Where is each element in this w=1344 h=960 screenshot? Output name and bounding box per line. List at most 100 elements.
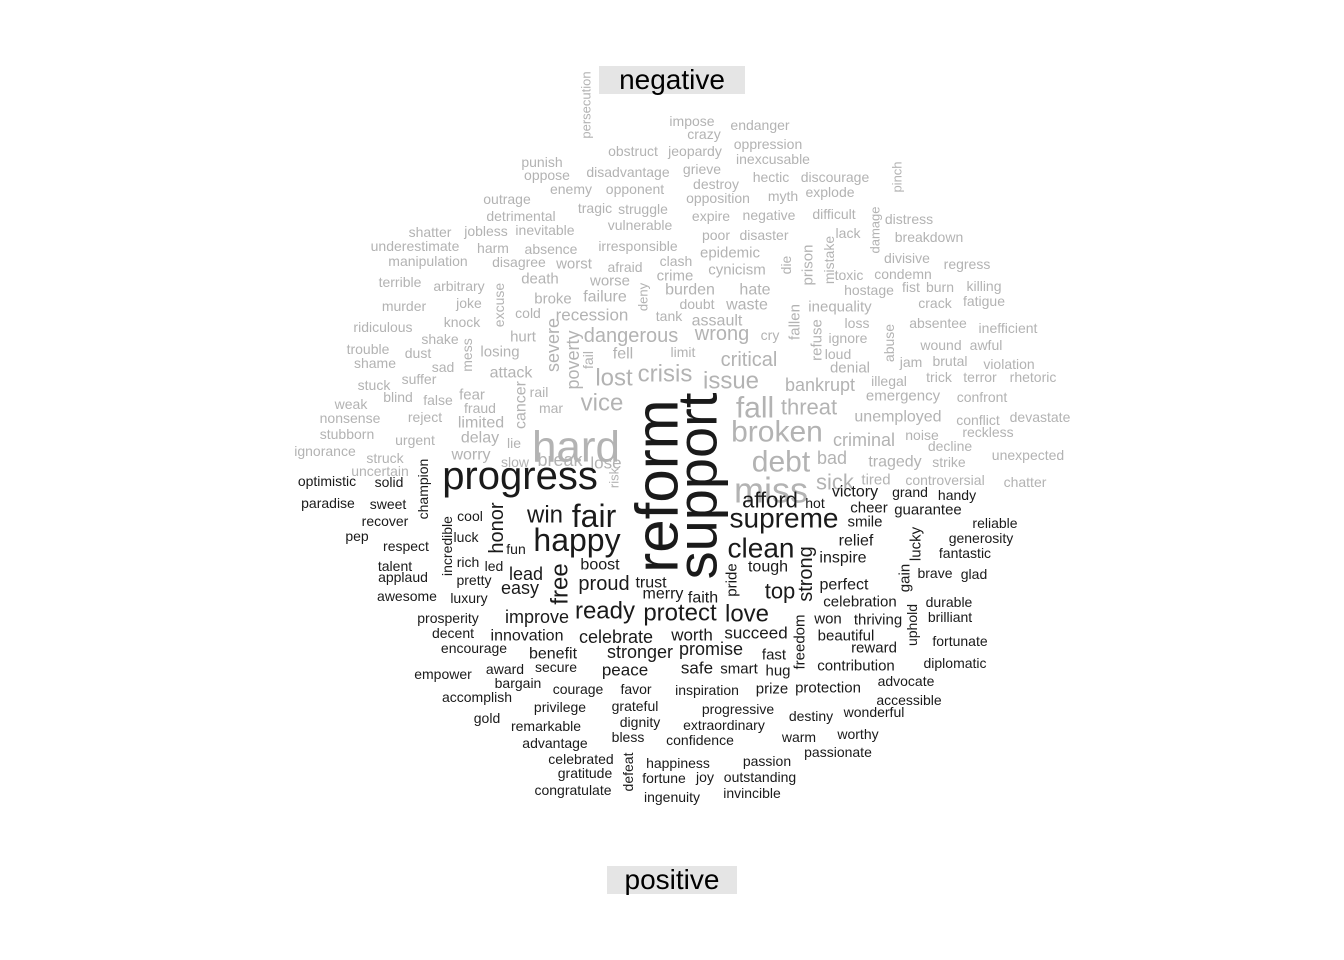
word-negative-fall: fall [736,392,774,425]
word-positive-cool: cool [457,508,483,524]
word-negative-abuse: abuse [881,324,897,362]
word-negative-fist: fist [902,279,920,295]
word-positive-protect: protect [643,600,717,627]
word-positive-happiness: happiness [646,755,710,771]
word-negative-jeopardy: jeopardy [667,143,722,159]
word-positive-bargain: bargain [495,675,542,691]
word-negative-afraid: afraid [607,259,642,275]
word-positive-remarkable: remarkable [511,718,581,734]
word-positive-joy: joy [695,769,714,785]
word-negative-manipulation: manipulation [388,253,467,269]
word-negative-uncertain: uncertain [351,463,409,479]
word-negative-toxic: toxic [835,267,864,283]
word-positive-fortunate: fortunate [932,633,987,649]
word-positive-recover: recover [362,513,409,529]
word-negative-burn: burn [926,279,954,295]
word-positive-promise: promise [679,639,743,659]
word-negative-violation: violation [983,356,1034,372]
word-positive-contribution: contribution [817,658,895,675]
word-positive-progress: progress [442,454,598,498]
word-positive-awesome: awesome [377,588,437,604]
word-positive-bless: bless [612,729,645,745]
word-negative-regress: regress [944,256,991,272]
word-negative-unexpected: unexpected [992,447,1064,463]
word-negative-suffer: suffer [402,371,437,387]
word-negative-struck: struck [366,450,404,466]
word-negative-losing: losing [480,344,519,361]
word-positive-fantastic: fantastic [939,545,991,561]
word-negative-trick: trick [926,369,953,385]
word-negative-hostage: hostage [844,282,894,298]
word-positive-luxury: luxury [450,590,487,606]
word-positive-boost: boost [580,557,620,574]
word-positive-advocate: advocate [878,673,935,689]
word-negative-limit: limit [671,344,696,360]
word-negative-wound: wound [919,337,961,353]
word-negative-ridiculous: ridiculous [353,319,412,335]
word-positive-ingenuity: ingenuity [644,789,700,805]
word-positive-faith: faith [688,590,718,607]
word-negative-hurt: hurt [510,329,537,346]
word-negative-shame: shame [354,355,396,371]
word-negative-reject: reject [408,409,442,425]
word-positive-afford: afford [742,488,798,513]
word-negative-risk: risk [607,467,622,488]
group-label-negative: negative [599,64,745,95]
word-negative-detrimental: detrimental [486,208,555,224]
word-positive-led: led [485,558,504,574]
word-negative-crack: crack [918,295,952,311]
word-positive-fortune: fortune [642,770,686,786]
word-negative-inefficient: inefficient [979,320,1038,336]
word-positive-advantage: advantage [522,735,588,751]
word-negative-epidemic: epidemic [700,245,761,262]
word-positive-hot: hot [805,495,825,511]
word-negative-severe: severe [543,318,563,372]
word-positive-pep: pep [345,528,369,544]
word-negative-doubt: doubt [679,296,714,312]
word-negative-destroy: destroy [693,176,739,192]
word-negative-terrible: terrible [379,274,422,290]
word-negative-explode: explode [805,184,854,200]
word-negative-dust: dust [405,345,432,361]
word-negative-endanger: endanger [730,117,790,133]
word-positive-secure: secure [535,659,577,675]
word-negative-fatigue: fatigue [963,293,1005,309]
word-negative-worse: worse [589,273,630,290]
word-positive-improve: improve [505,607,569,627]
word-positive-warm: warm [781,729,816,745]
word-negative-stubborn: stubborn [320,426,374,442]
word-negative-criminal: criminal [833,430,895,450]
word-negative-shatter: shatter [409,224,452,240]
word-negative-debt: debt [752,446,811,479]
word-negative-urgent: urgent [395,432,435,448]
word-positive-trust: trust [635,575,667,592]
word-positive-worthy: worthy [836,726,878,742]
word-positive-perfect: perfect [820,577,869,594]
word-positive-sweet: sweet [370,496,407,512]
word-negative-trouble: trouble [347,341,390,357]
word-positive-glad: glad [961,566,987,582]
word-positive-tough: tough [748,559,788,576]
word-negative-lose: lose [590,454,621,473]
word-negative-mistake: mistake [821,236,837,284]
word-positive-gratitude: gratitude [558,765,613,781]
word-positive-gold: gold [474,710,500,726]
word-positive-free: free [547,563,574,604]
word-negative-broken: broken [731,416,823,449]
word-negative-hard: hard [532,423,620,472]
word-negative-awful: awful [970,337,1003,353]
word-negative-illegal: illegal [871,373,907,389]
word-negative-disagree: disagree [492,254,546,270]
word-positive-fun: fun [506,541,525,557]
word-negative-cold: cold [515,305,541,321]
word-negative-ignore: ignore [829,330,868,346]
word-positive-reform: reform [624,399,691,572]
word-negative-assault: assault [692,313,743,330]
word-positive-win: win [526,502,563,529]
word-negative-weak: weak [334,396,369,412]
word-positive-hug: hug [765,663,790,680]
word-positive-destiny: destiny [789,708,833,724]
word-positive-courage: courage [553,681,604,697]
word-positive-lead: lead [509,564,543,584]
word-positive-relief: relief [839,533,874,550]
